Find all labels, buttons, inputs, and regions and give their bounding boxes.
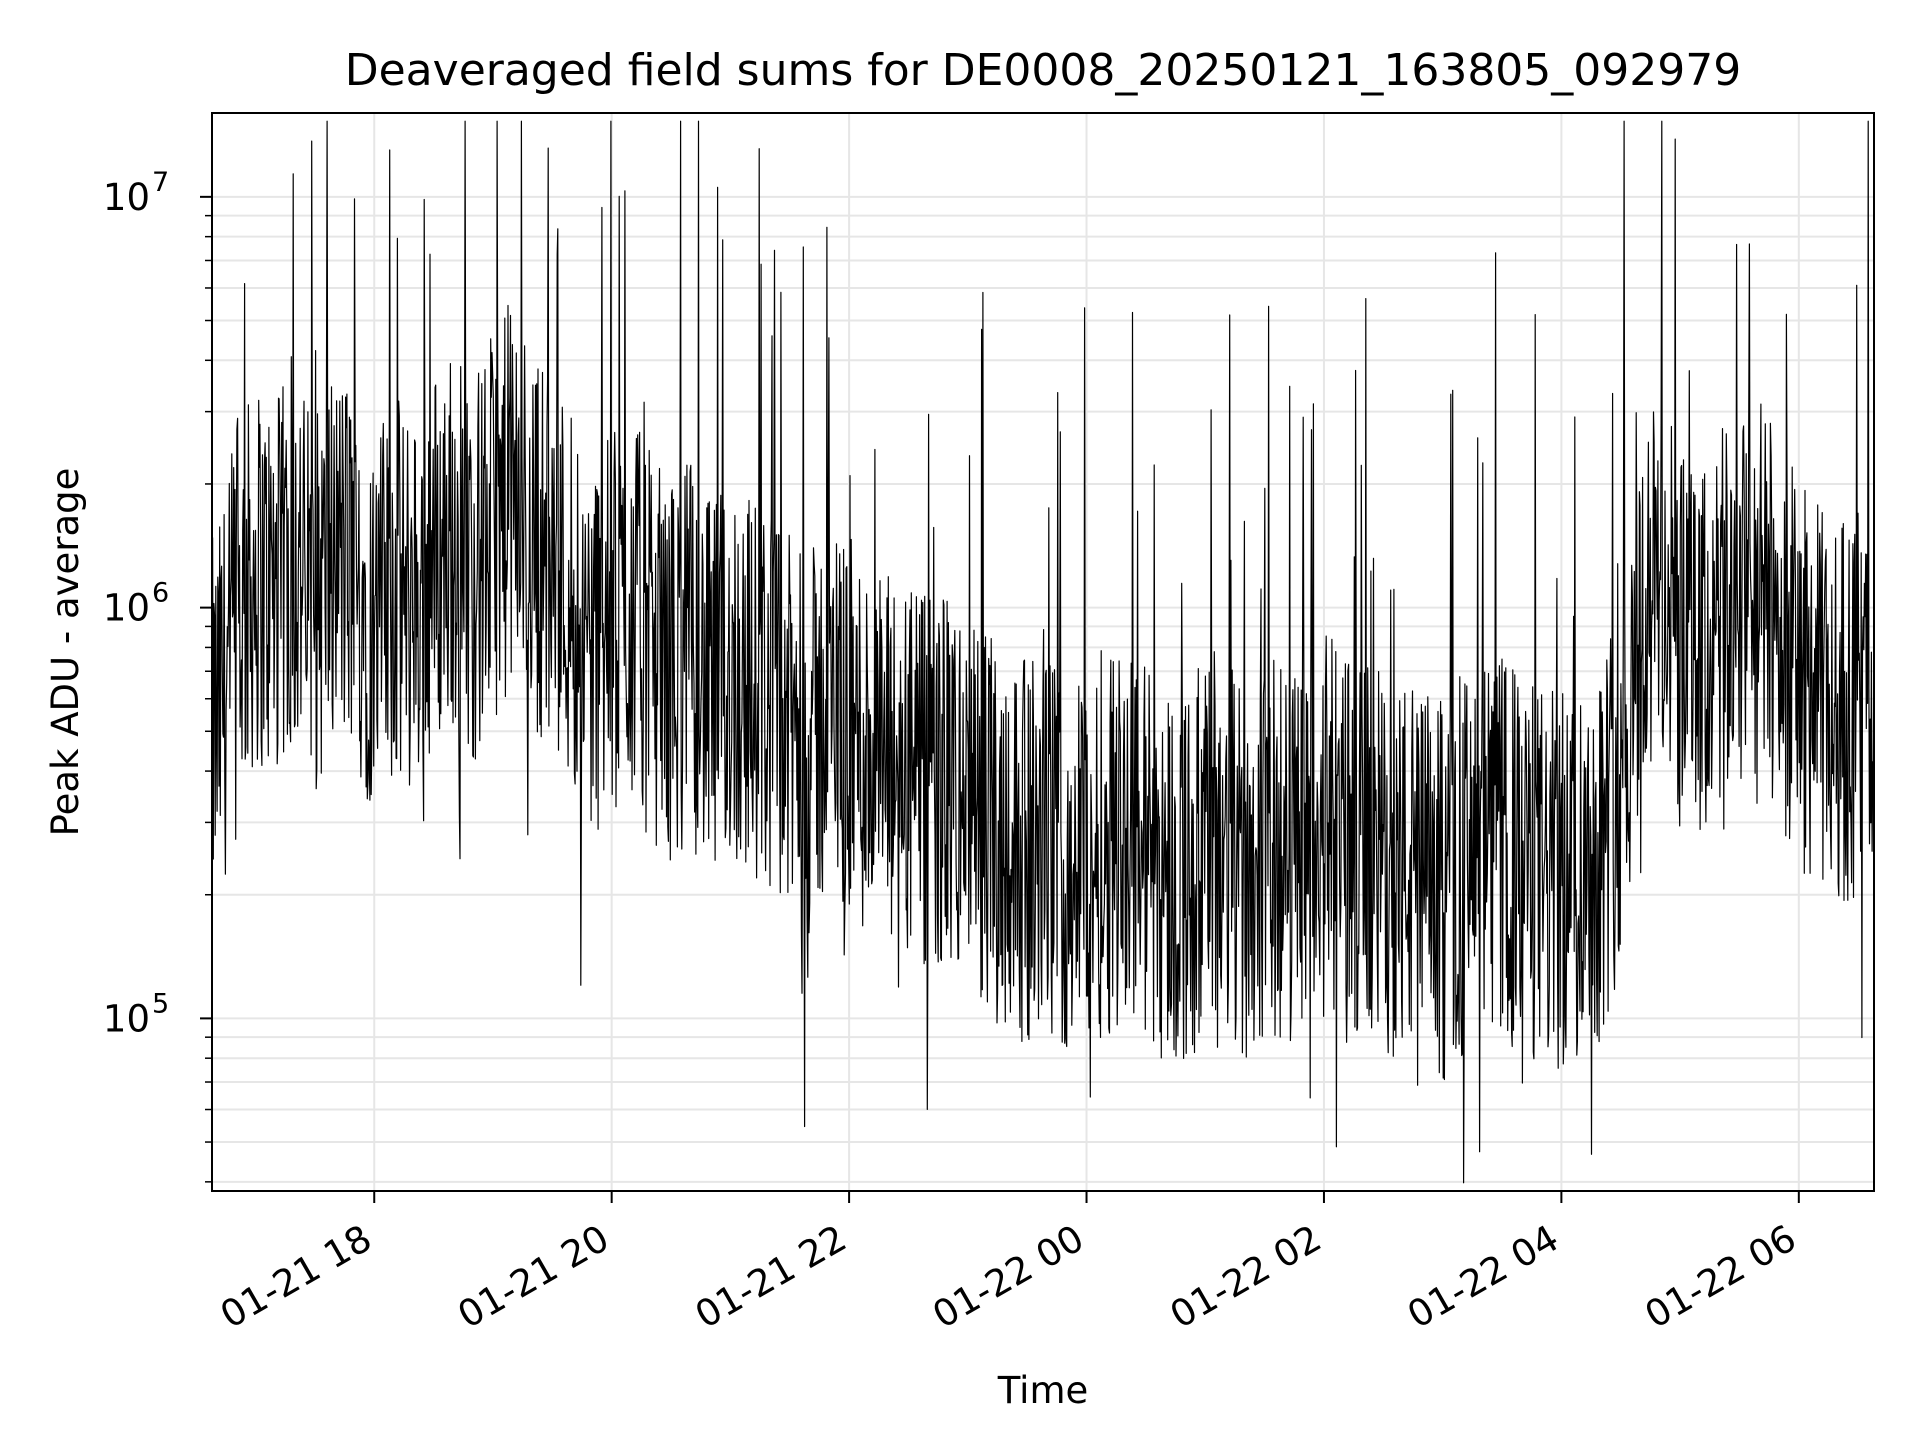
y-tick-label: 10 [103, 997, 150, 1040]
y-tick-label: 10 [103, 587, 150, 630]
series-line [211, 120, 1875, 1184]
y-axis-label: Peak ADU - average [44, 468, 87, 837]
y-tick-exponent: 5 [152, 988, 169, 1019]
y-tick-base: 10 [103, 587, 150, 630]
chart-title: Deaveraged field sums for DE0008_2025012… [345, 45, 1742, 96]
plot-frame [211, 112, 1875, 1192]
x-axis-label: Time [997, 1369, 1089, 1412]
y-tick-base: 10 [103, 997, 150, 1040]
y-tick-base: 10 [103, 176, 150, 219]
y-tick-label: 10 [103, 176, 150, 219]
y-tick-exponent: 6 [152, 578, 169, 609]
grid-lines [212, 113, 1874, 1191]
series-layer [211, 120, 1875, 1184]
y-tick-exponent: 7 [152, 167, 169, 198]
